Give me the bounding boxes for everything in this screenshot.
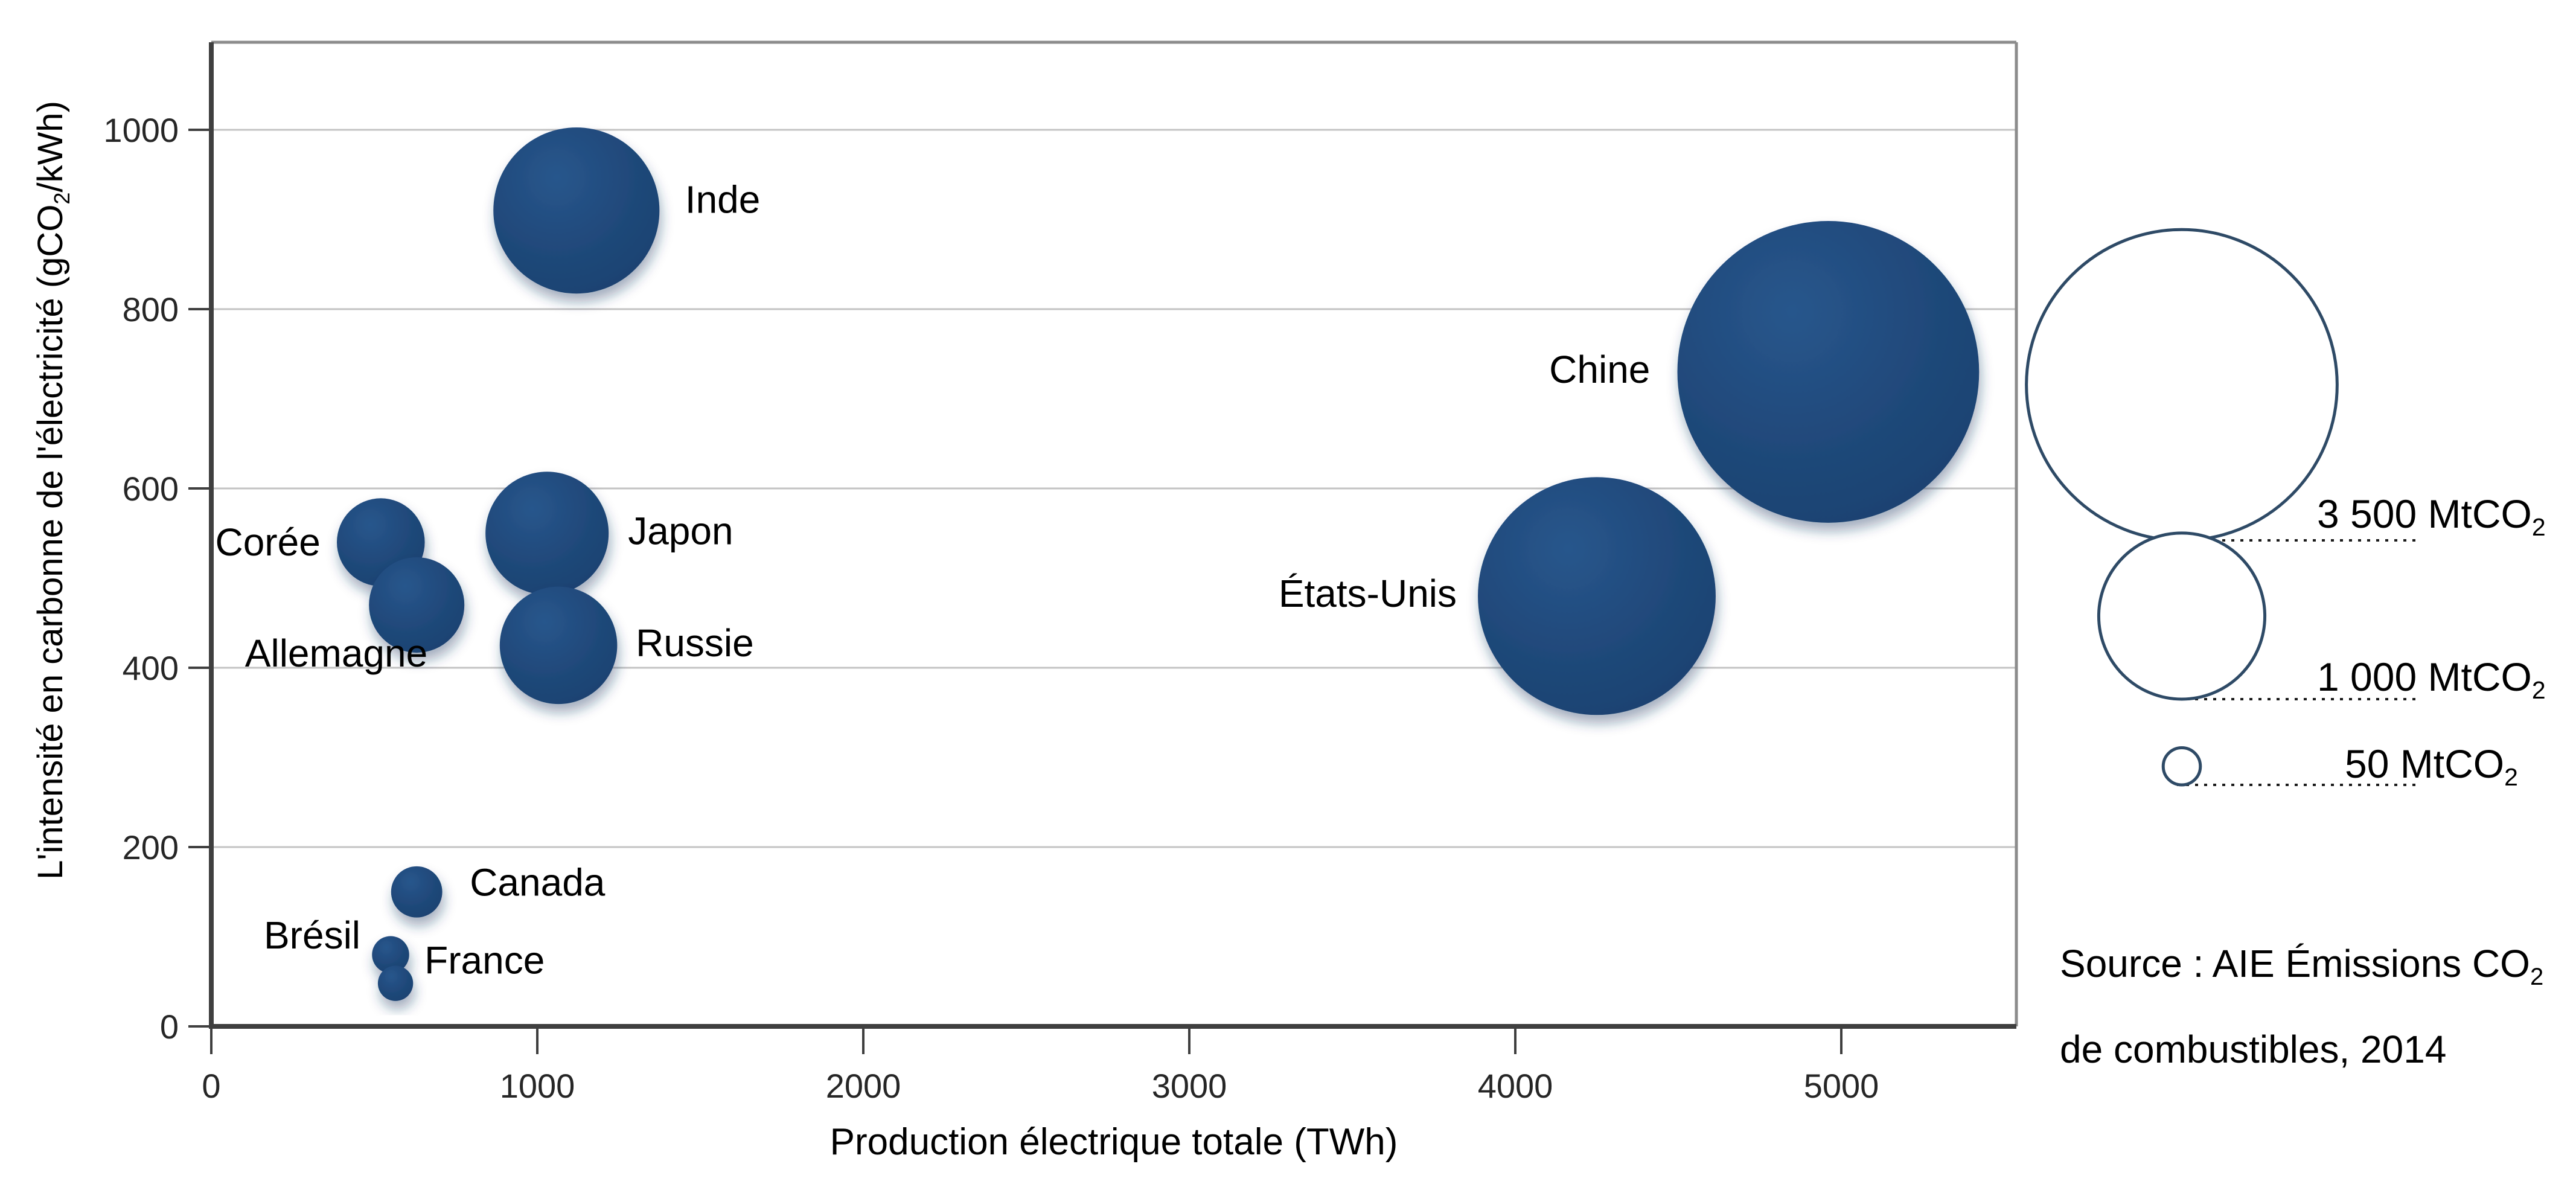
legend-circle-50	[2161, 746, 2202, 787]
bubble-canada	[391, 866, 443, 918]
x-tick-label-5000: 5000	[1804, 1067, 1879, 1105]
y-tick-label-1000: 1000	[103, 111, 179, 149]
subscript-2: 2	[2504, 763, 2518, 791]
bubble-label-canada: Canada	[470, 860, 606, 904]
x-tick-label-1000: 1000	[500, 1067, 575, 1105]
bubble-label-russie: Russie	[636, 621, 754, 665]
x-tick-label-4000: 4000	[1478, 1067, 1553, 1105]
bubble-france	[377, 965, 414, 1001]
y-tick-label-0: 0	[160, 1008, 179, 1046]
bubble-label-chine: Chine	[1549, 348, 1650, 391]
legend-circle-1000	[2097, 531, 2267, 701]
bubble-inde	[493, 127, 660, 294]
axis-titles-layer: Production électrique totale (TWh) L'inte…	[31, 101, 1398, 1163]
x-tick-label-0: 0	[202, 1067, 220, 1105]
source-line-1: Source : AIE Émissions CO2	[2060, 942, 2543, 990]
bubble-label-france: France	[424, 939, 545, 982]
subscript-2: 2	[2530, 964, 2543, 990]
subscript-2: 2	[2532, 676, 2546, 704]
subscript-2: 2	[2532, 513, 2546, 541]
bubble-chine	[1677, 221, 1980, 523]
x-tick-label-3000: 3000	[1152, 1067, 1227, 1105]
x-axis-title: Production électrique totale (TWh)	[830, 1121, 1398, 1163]
legend-circle-3500	[2025, 228, 2339, 542]
axes-layer: 0 200 400 600 800 1000 0 1000 2000 3000 4000 5000	[103, 42, 2016, 1105]
bubble-label-allemagne: Allemagne	[245, 632, 427, 675]
bubble-russie	[499, 586, 618, 705]
y-tick-label-200: 200	[123, 828, 179, 866]
bubble-etats-unis	[1478, 477, 1716, 715]
bubble-label-coree: Corée	[215, 520, 320, 564]
bubble-bresil	[372, 936, 409, 973]
size-legend: 3 500 MtCO2 1 000 MtCO2 50 MtCO2	[2025, 228, 2546, 791]
bubble-allemagne	[369, 557, 465, 653]
legend-label-1000: 1 000 MtCO2	[2317, 654, 2546, 704]
legend-label-3500: 3 500 MtCO2	[2317, 491, 2546, 541]
x-tick-label-2000: 2000	[826, 1067, 901, 1105]
bubble-label-bresil: Brésil	[264, 913, 360, 957]
bubble-label-japon: Japon	[628, 509, 733, 552]
bubble-label-etats-unis: États-Unis	[1279, 572, 1457, 615]
bubble-labels-layer: Corée Allemagne Japon Russie Inde Chine États-…	[215, 178, 1650, 982]
source-note: Source : AIE Émissions CO2 de combustible…	[2060, 942, 2543, 1071]
bubbles-layer	[337, 127, 1980, 1001]
plot-border-layer	[211, 40, 2018, 1026]
bubble-label-inde: Inde	[685, 178, 761, 222]
y-tick-label-800: 800	[123, 290, 179, 328]
y-tick-label-400: 400	[123, 649, 179, 687]
legend-label-50: 50 MtCO2	[2345, 741, 2518, 791]
y-tick-label-600: 600	[123, 470, 179, 508]
y-axis-title: L'intensité en carbonne de l'électricité…	[31, 101, 74, 880]
bubble-japon	[485, 472, 609, 595]
source-line-2: de combustibles, 2014	[2060, 1028, 2446, 1071]
subscript-2: 2	[50, 193, 74, 205]
